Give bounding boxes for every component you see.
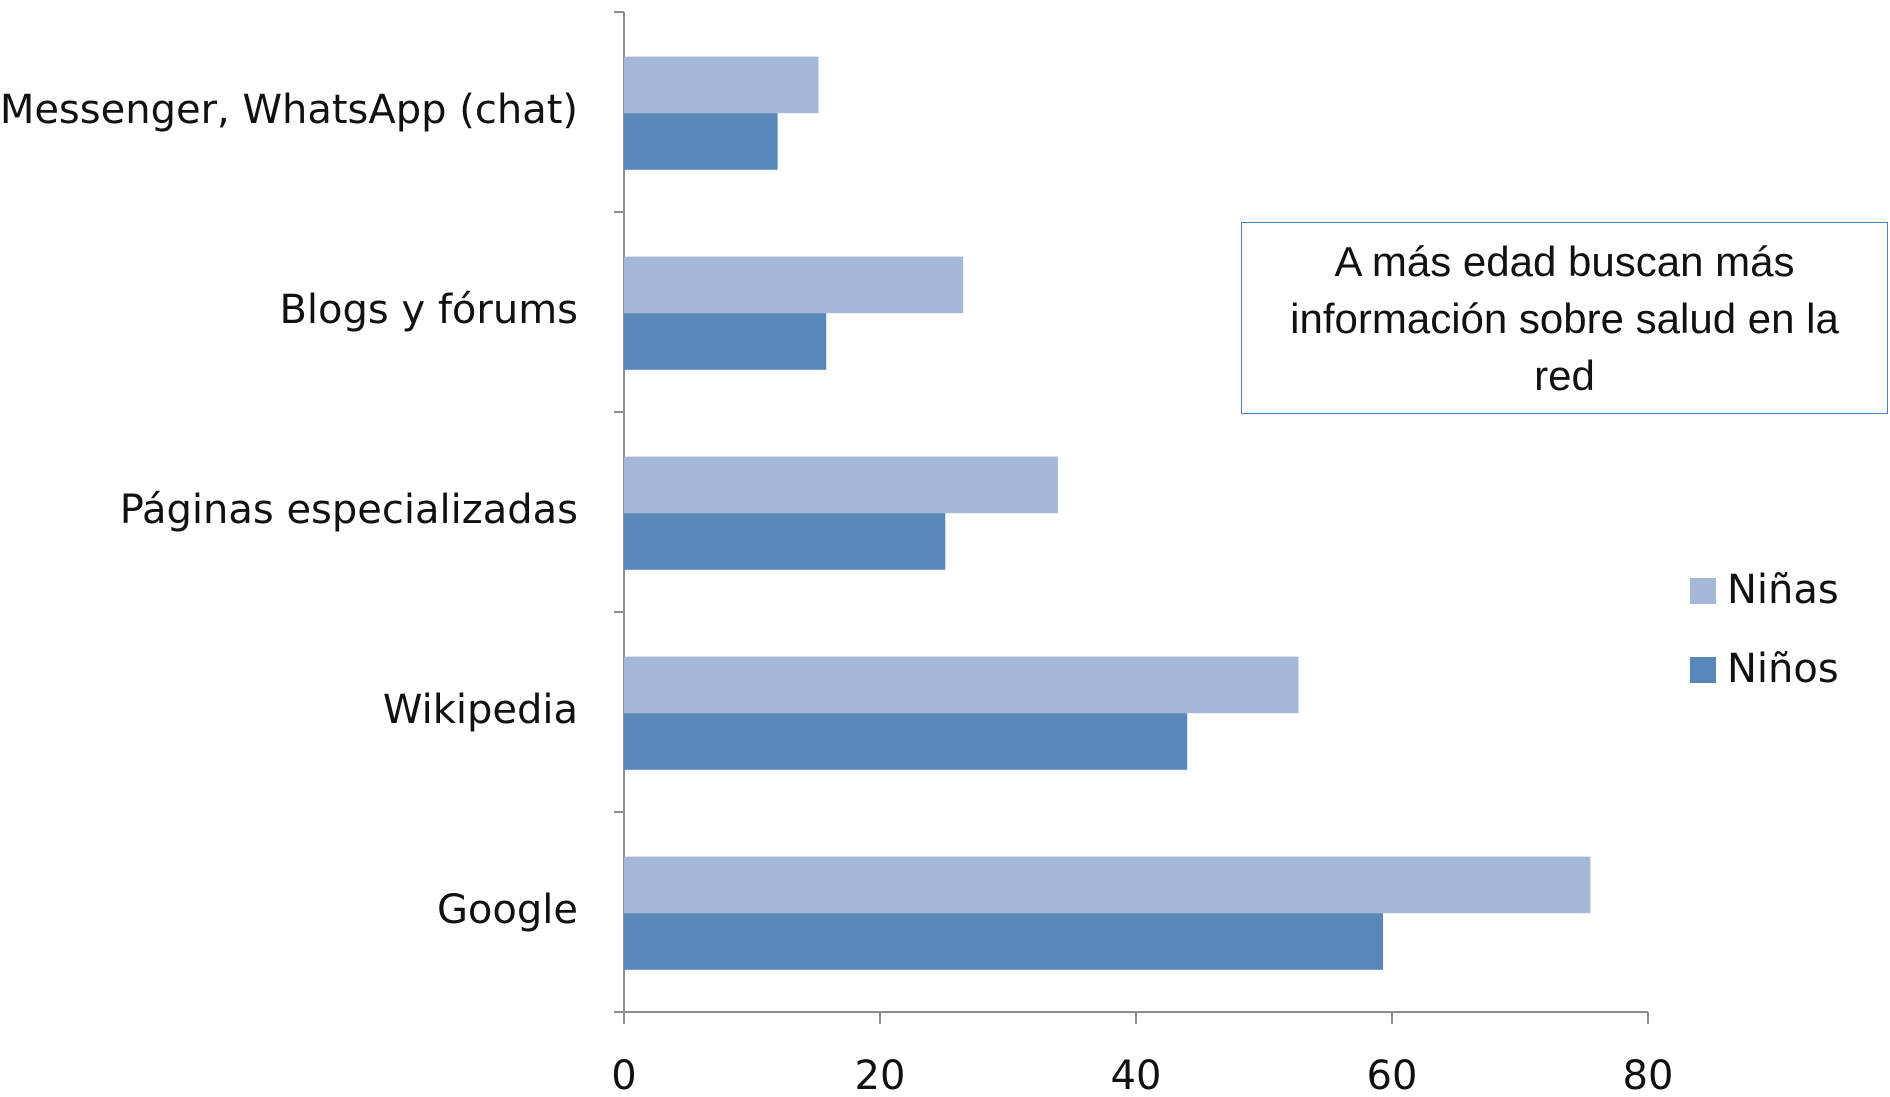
legend-label: Niños bbox=[1727, 646, 1839, 692]
bar bbox=[624, 713, 1188, 770]
x-tick-label: 20 bbox=[855, 1053, 906, 1097]
y-tick-label: Wikipedia bbox=[383, 687, 578, 733]
bar bbox=[624, 913, 1384, 970]
bar bbox=[624, 56, 819, 114]
bar bbox=[624, 113, 778, 170]
y-tick-label: Google bbox=[437, 887, 578, 933]
annotation: A más edad buscan más información sobre … bbox=[1241, 222, 1888, 414]
legend-swatch bbox=[1690, 578, 1716, 604]
bar bbox=[624, 856, 1591, 914]
y-tick-label: Páginas especializadas bbox=[120, 487, 578, 533]
bar bbox=[624, 313, 827, 370]
x-tick-label: 40 bbox=[1111, 1053, 1162, 1097]
bar bbox=[624, 256, 964, 314]
y-tick-label: Messenger, WhatsApp (chat) bbox=[0, 87, 578, 133]
x-tick-label: 80 bbox=[1623, 1053, 1674, 1097]
bar bbox=[624, 456, 1058, 514]
legend-swatch bbox=[1690, 657, 1716, 683]
y-tick-label: Blogs y fórums bbox=[279, 287, 578, 333]
legend-label: Niñas bbox=[1727, 567, 1839, 613]
bar bbox=[624, 656, 1299, 714]
x-tick-label: 60 bbox=[1367, 1053, 1418, 1097]
bar bbox=[624, 513, 946, 570]
x-tick-label: 0 bbox=[611, 1053, 636, 1097]
